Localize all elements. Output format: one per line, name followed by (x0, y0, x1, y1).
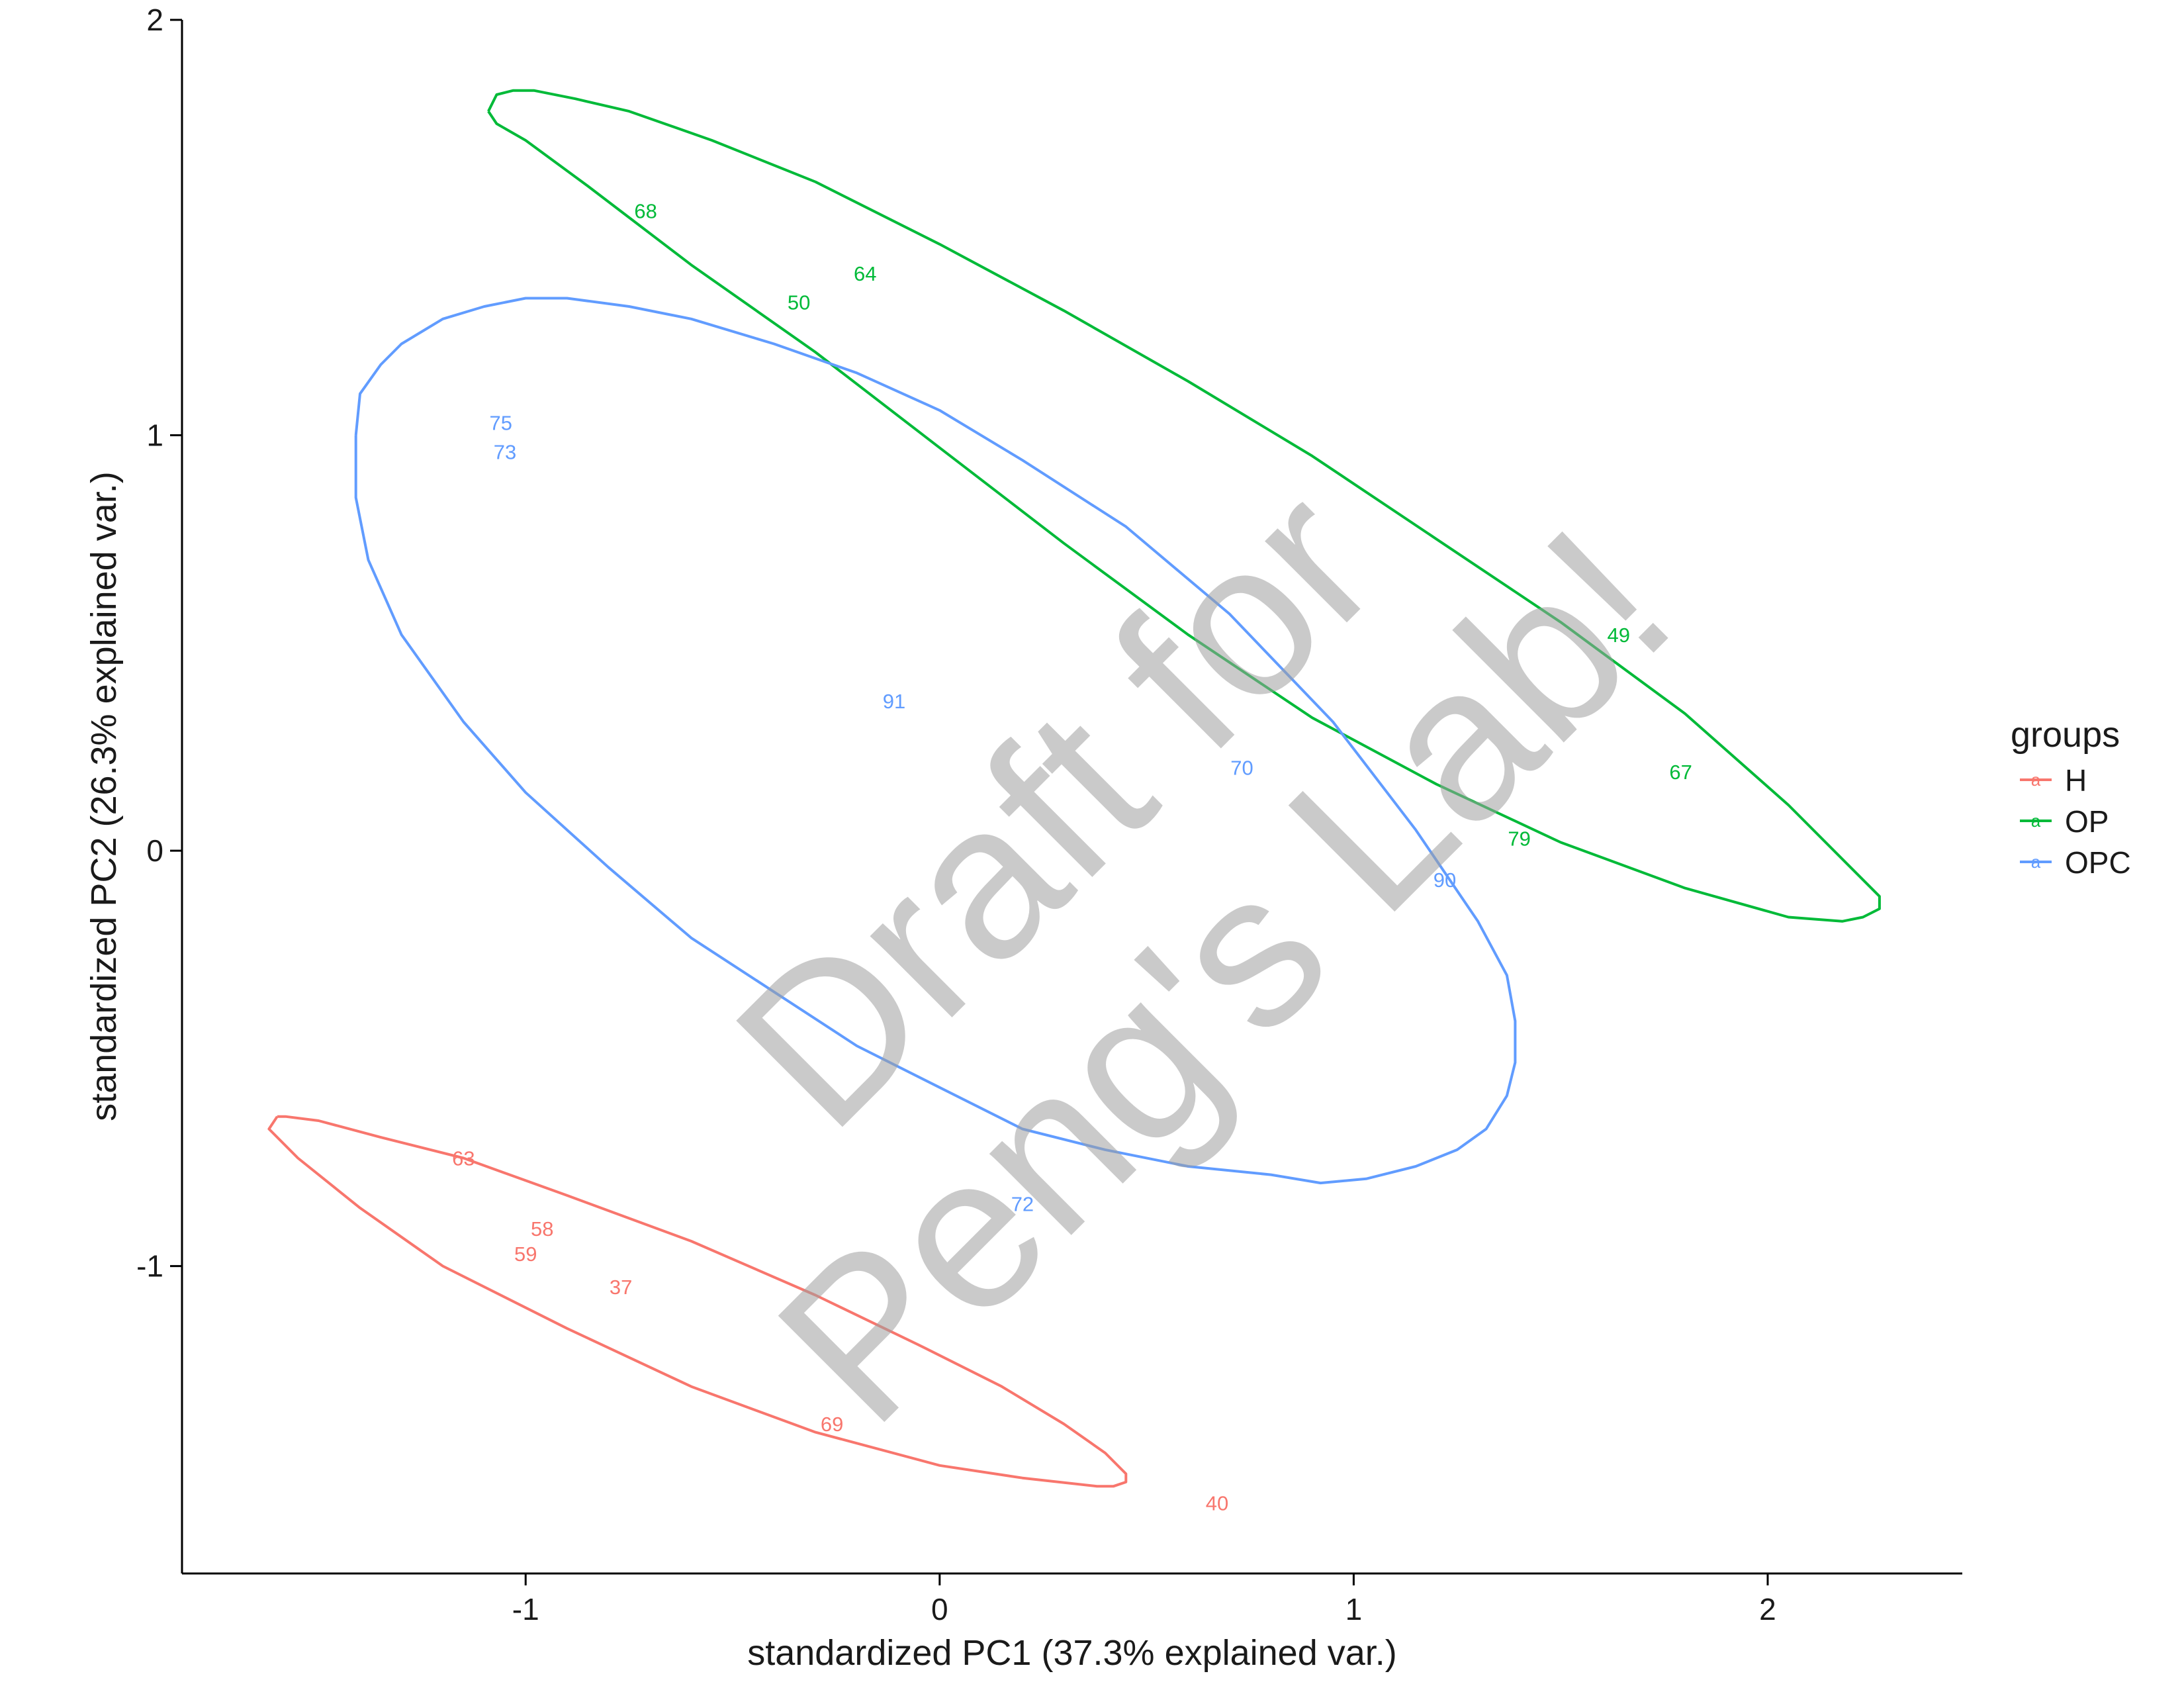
legend-label: OPC (2065, 845, 2131, 880)
legend-key-glyph: a (2031, 852, 2041, 872)
y-tick-label: -1 (136, 1249, 163, 1284)
point-label-69: 69 (821, 1413, 843, 1436)
x-tick-label: 0 (931, 1592, 948, 1626)
y-tick-label: 0 (146, 833, 163, 868)
legend-entry-op: a OP (2020, 804, 2109, 839)
point-label-68: 68 (634, 200, 657, 223)
point-label-59: 59 (514, 1243, 537, 1266)
point-label-70: 70 (1230, 757, 1253, 780)
legend: groups a Ha OPa OPC (2011, 715, 2131, 880)
ellipse-h (267, 1115, 1128, 1488)
legend-entry-opc: a OPC (2020, 845, 2131, 880)
point-label-90: 90 (1433, 868, 1456, 892)
point-label-58: 58 (531, 1217, 553, 1241)
point-label-67: 67 (1669, 761, 1692, 784)
ellipse-opc (354, 297, 1517, 1185)
legend-key-glyph: a (2031, 770, 2041, 790)
x-tick-label: 2 (1759, 1592, 1776, 1626)
x-tick-label: -1 (512, 1592, 539, 1626)
legend-label: OP (2065, 804, 2109, 839)
legend-entries: a Ha OPa OPC (2020, 763, 2131, 880)
y-tick-label: 1 (146, 418, 163, 453)
point-label-64: 64 (854, 262, 876, 285)
point-label-91: 91 (883, 690, 905, 713)
x-axis-title: standardized PC1 (37.3% explained var.) (747, 1633, 1397, 1673)
x-axis-ticks: -1 0 1 2 (512, 1573, 1776, 1626)
point-label-49: 49 (1608, 624, 1630, 647)
y-axis-title: standardized PC2 (26.3% explained var.) (84, 471, 124, 1121)
y-axis-ticks: -1 0 1 2 (136, 3, 182, 1284)
x-tick-label: 1 (1345, 1592, 1363, 1626)
y-tick-label: 2 (146, 3, 163, 37)
confidence-ellipses (267, 89, 1881, 1488)
point-label-40: 40 (1206, 1491, 1228, 1515)
legend-title: groups (2011, 715, 2120, 755)
point-label-72: 72 (1011, 1192, 1034, 1215)
point-label-37: 37 (610, 1276, 632, 1299)
point-label-79: 79 (1508, 827, 1530, 850)
point-label-75: 75 (489, 412, 512, 435)
legend-label: H (2065, 763, 2087, 798)
point-label-50: 50 (788, 291, 810, 314)
legend-key-glyph: a (2031, 811, 2041, 831)
ellipse-op (487, 89, 1881, 923)
point-label-63: 63 (452, 1147, 475, 1170)
point-label-73: 73 (494, 441, 516, 464)
